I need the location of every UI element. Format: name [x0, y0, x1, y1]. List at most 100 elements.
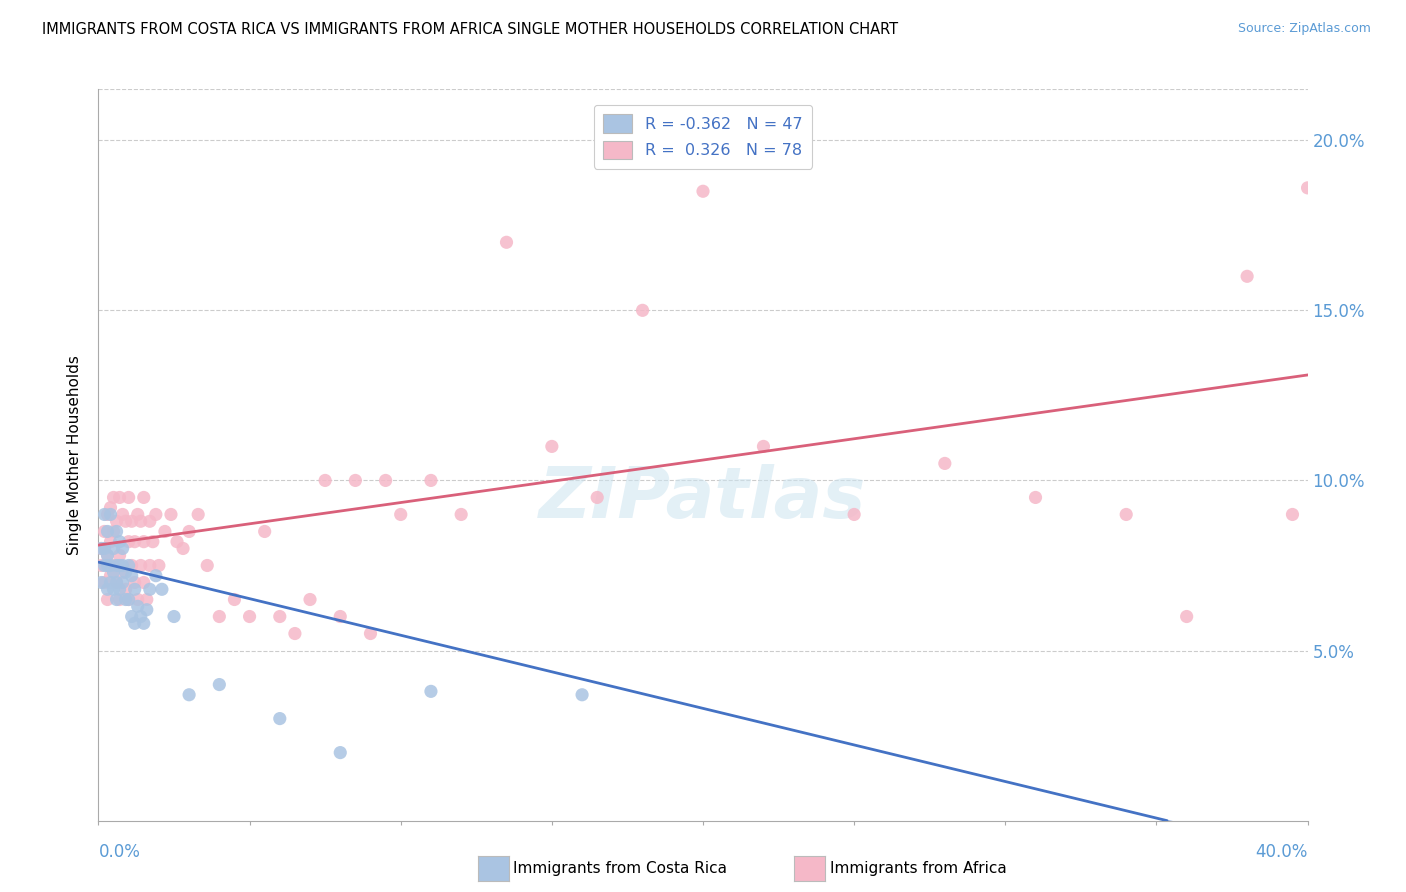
Point — [1281, 508, 1303, 522]
Point — [114, 582, 136, 597]
Point — [103, 582, 125, 597]
Point — [586, 491, 609, 505]
Point — [93, 575, 115, 590]
Point — [121, 514, 143, 528]
Point — [145, 568, 167, 582]
Point — [114, 566, 136, 580]
Point — [114, 592, 136, 607]
Text: Immigrants from Africa: Immigrants from Africa — [830, 862, 1007, 876]
Point — [135, 592, 157, 607]
Point — [103, 524, 125, 539]
Point — [269, 712, 291, 726]
Point — [111, 508, 134, 522]
Point — [127, 599, 149, 614]
Text: 0.0%: 0.0% — [98, 843, 141, 861]
Text: IMMIGRANTS FROM COSTA RICA VS IMMIGRANTS FROM AFRICA SINGLE MOTHER HOUSEHOLDS CO: IMMIGRANTS FROM COSTA RICA VS IMMIGRANTS… — [42, 22, 898, 37]
Point — [132, 575, 155, 590]
Point — [105, 524, 128, 539]
Point — [631, 303, 654, 318]
Point — [118, 491, 141, 505]
Point — [129, 514, 152, 528]
Point — [105, 592, 128, 607]
Point — [139, 558, 162, 573]
Point — [100, 575, 122, 590]
Point — [253, 524, 276, 539]
Point — [284, 626, 307, 640]
Point — [329, 609, 352, 624]
Point — [142, 534, 165, 549]
Point — [118, 558, 141, 573]
Point — [187, 508, 209, 522]
Point — [299, 592, 322, 607]
Point — [129, 609, 152, 624]
Point — [124, 534, 146, 549]
Point — [389, 508, 412, 522]
Point — [150, 582, 173, 597]
Point — [139, 582, 162, 597]
Point — [103, 541, 125, 556]
Point — [239, 609, 262, 624]
Point — [208, 609, 231, 624]
Point — [96, 549, 118, 563]
Point — [118, 592, 141, 607]
Point — [166, 534, 188, 549]
Point — [172, 541, 194, 556]
Point — [179, 524, 201, 539]
Point — [360, 626, 382, 640]
Point — [571, 688, 593, 702]
Point — [108, 582, 131, 597]
Point — [111, 541, 134, 556]
Point — [100, 568, 122, 582]
Point — [93, 541, 115, 556]
Point — [1175, 609, 1198, 624]
Point — [118, 592, 141, 607]
Point — [111, 566, 134, 580]
Point — [105, 558, 128, 573]
Point — [103, 566, 125, 580]
Point — [96, 592, 118, 607]
Point — [124, 582, 146, 597]
Point — [124, 575, 146, 590]
Point — [90, 541, 112, 556]
Point — [121, 609, 143, 624]
Point — [105, 514, 128, 528]
Point — [374, 474, 396, 488]
Point — [90, 558, 112, 573]
Point — [135, 603, 157, 617]
Point — [127, 592, 149, 607]
Point — [103, 558, 125, 573]
Point — [124, 616, 146, 631]
Point — [100, 508, 122, 522]
Point — [160, 508, 183, 522]
Point — [420, 474, 443, 488]
Point — [269, 609, 291, 624]
Point — [450, 508, 472, 522]
Point — [108, 558, 131, 573]
Text: Source: ZipAtlas.com: Source: ZipAtlas.com — [1237, 22, 1371, 36]
Point — [93, 508, 115, 522]
Point — [96, 524, 118, 539]
Point — [1115, 508, 1137, 522]
Point — [148, 558, 170, 573]
Point — [145, 508, 167, 522]
Point — [132, 616, 155, 631]
Point — [96, 582, 118, 597]
Point — [93, 524, 115, 539]
Point — [139, 514, 162, 528]
Point — [132, 491, 155, 505]
Point — [129, 558, 152, 573]
Point — [314, 474, 336, 488]
Point — [344, 474, 367, 488]
Point — [121, 558, 143, 573]
Legend: R = -0.362   N = 47, R =  0.326   N = 78: R = -0.362 N = 47, R = 0.326 N = 78 — [593, 104, 813, 169]
Point — [90, 541, 112, 556]
Point — [108, 549, 131, 563]
Point — [114, 514, 136, 528]
Point — [692, 184, 714, 198]
Point — [100, 500, 122, 515]
Point — [111, 558, 134, 573]
Point — [208, 677, 231, 691]
Point — [420, 684, 443, 698]
Text: Immigrants from Costa Rica: Immigrants from Costa Rica — [513, 862, 727, 876]
Point — [93, 558, 115, 573]
